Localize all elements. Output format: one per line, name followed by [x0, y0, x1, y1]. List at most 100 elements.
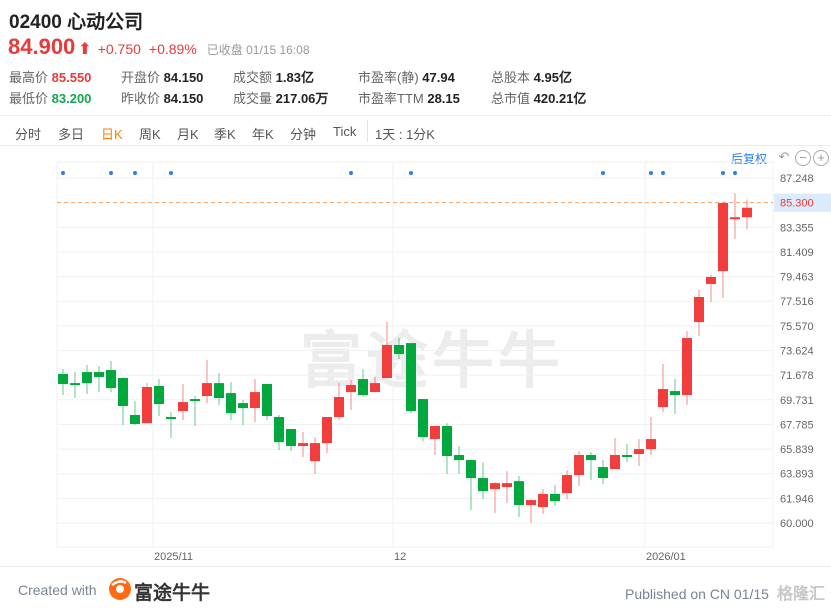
- y-tick-label: 83.355: [780, 222, 814, 234]
- tab-8[interactable]: Tick: [333, 124, 357, 139]
- tab-4[interactable]: 月K: [177, 127, 199, 142]
- y-tick-label: 69.731: [780, 395, 814, 407]
- tab-1[interactable]: 多日: [58, 127, 85, 142]
- candle-body: [274, 417, 284, 443]
- created-with-label: Created with: [18, 582, 97, 598]
- published-label: Published on CN 01/15: [624, 586, 769, 602]
- event-marker: [133, 171, 137, 175]
- event-marker: [661, 171, 665, 175]
- up-arrow-icon: ⬆: [78, 41, 92, 58]
- event-marker: [109, 171, 113, 175]
- candle-body: [334, 397, 344, 418]
- candle-body: [682, 338, 692, 395]
- candle-body: [178, 402, 188, 412]
- adjust-mode-button[interactable]: 后复权: [731, 152, 768, 166]
- candle-body: [550, 494, 560, 502]
- candle-body: [442, 426, 452, 457]
- candle-body: [622, 455, 632, 458]
- candle-body: [562, 475, 572, 494]
- stat-label: 最低价: [9, 91, 49, 106]
- y-tick-label: 63.893: [780, 469, 814, 481]
- stat-item: 市盈率TTM 28.15: [358, 88, 460, 107]
- candle-body: [142, 387, 152, 424]
- watermark: 富途牛牛: [300, 327, 565, 396]
- stat-value: 84.150: [163, 70, 204, 85]
- candle-body: [646, 439, 656, 450]
- stat-value: 83.200: [51, 91, 92, 106]
- y-tick-label: 61.946: [780, 493, 814, 505]
- candle-body: [502, 483, 512, 488]
- y-tick-label: 87.248: [780, 173, 814, 185]
- source-watermark: 格隆汇: [776, 586, 825, 603]
- event-marker: [169, 171, 173, 175]
- candle-body: [718, 203, 728, 272]
- tab-2[interactable]: 日K: [101, 127, 123, 142]
- tab-3[interactable]: 周K: [139, 127, 161, 142]
- candle-body: [526, 500, 536, 506]
- candle-body: [298, 443, 308, 447]
- stat-label: 开盘价: [121, 70, 161, 85]
- candle-body: [130, 414, 140, 424]
- event-marker: [349, 171, 353, 175]
- stat-item: 最高价 85.550: [9, 67, 91, 86]
- stat-item: 成交量 217.06万: [233, 88, 328, 107]
- stat-value: 84.150: [163, 91, 204, 106]
- tab-7[interactable]: 分钟: [290, 127, 317, 142]
- candle-body: [190, 399, 200, 402]
- y-tick-label: 81.409: [780, 247, 814, 259]
- stat-label: 总市值: [491, 91, 531, 106]
- tab-5[interactable]: 季K: [214, 127, 236, 142]
- stat-item: 开盘价 84.150: [121, 67, 203, 86]
- event-marker: [721, 171, 725, 175]
- stat-value: 217.06万: [275, 91, 329, 106]
- stat-value: 47.94: [422, 70, 455, 85]
- stat-label: 成交量: [233, 91, 273, 106]
- market-status: 已收盘 01/15 16:08: [206, 43, 310, 57]
- candle-body: [94, 372, 104, 378]
- event-marker: [61, 171, 65, 175]
- candle-body: [730, 217, 740, 220]
- y-tick-label: 79.463: [780, 272, 814, 284]
- candle-body: [154, 386, 164, 404]
- undo-icon[interactable]: ↶: [778, 149, 790, 164]
- range-selector[interactable]: 1天 : 1分K: [375, 127, 435, 142]
- footer-right: Published on CN 01/15 格隆汇: [625, 580, 825, 604]
- candle-body: [322, 417, 332, 444]
- y-tick-label: 65.839: [780, 444, 814, 456]
- candle-body: [226, 393, 236, 414]
- candle-body: [262, 383, 272, 417]
- candle-body: [742, 207, 752, 218]
- candle-body: [310, 443, 320, 462]
- stat-value: 4.95亿: [533, 70, 572, 85]
- candle-body: [538, 494, 548, 508]
- tab-6[interactable]: 年K: [252, 127, 274, 142]
- x-tick-label: 2025/11: [154, 551, 193, 563]
- price-row: 84.900 ⬆ +0.750 +0.89% 已收盘 01/15 16:08: [8, 34, 310, 60]
- candle-body: [202, 383, 212, 397]
- stat-label: 成交额: [233, 70, 273, 85]
- candle-body: [70, 383, 80, 386]
- stat-value: 85.550: [51, 70, 92, 85]
- stat-item: 总市值 420.21亿: [491, 88, 586, 107]
- divider: [0, 115, 831, 116]
- candle-body: [658, 389, 668, 408]
- y-tick-label: 71.678: [780, 370, 814, 382]
- stock-title: 02400 心动公司: [9, 12, 144, 33]
- zoom-in-icon[interactable]: +: [813, 150, 829, 166]
- stat-item: 市盈率(静) 47.94: [358, 67, 455, 86]
- divider: [0, 145, 831, 146]
- candle-body: [214, 383, 224, 399]
- stat-value: 28.15: [427, 91, 460, 106]
- stat-item: 昨收价 84.150: [121, 88, 203, 107]
- tab-separator: [367, 120, 368, 142]
- y-tick-label: 73.624: [780, 346, 814, 358]
- y-tick-label: 67.785: [780, 419, 814, 431]
- candle-body: [118, 378, 128, 407]
- tab-0[interactable]: 分时: [15, 127, 42, 142]
- zoom-out-icon[interactable]: −: [795, 150, 811, 166]
- last-price: 84.900: [8, 34, 76, 59]
- candle-body: [610, 455, 620, 470]
- stat-item: 最低价 83.200: [9, 88, 91, 107]
- stat-value: 420.21亿: [533, 91, 587, 106]
- price-change: +0.750: [97, 41, 141, 57]
